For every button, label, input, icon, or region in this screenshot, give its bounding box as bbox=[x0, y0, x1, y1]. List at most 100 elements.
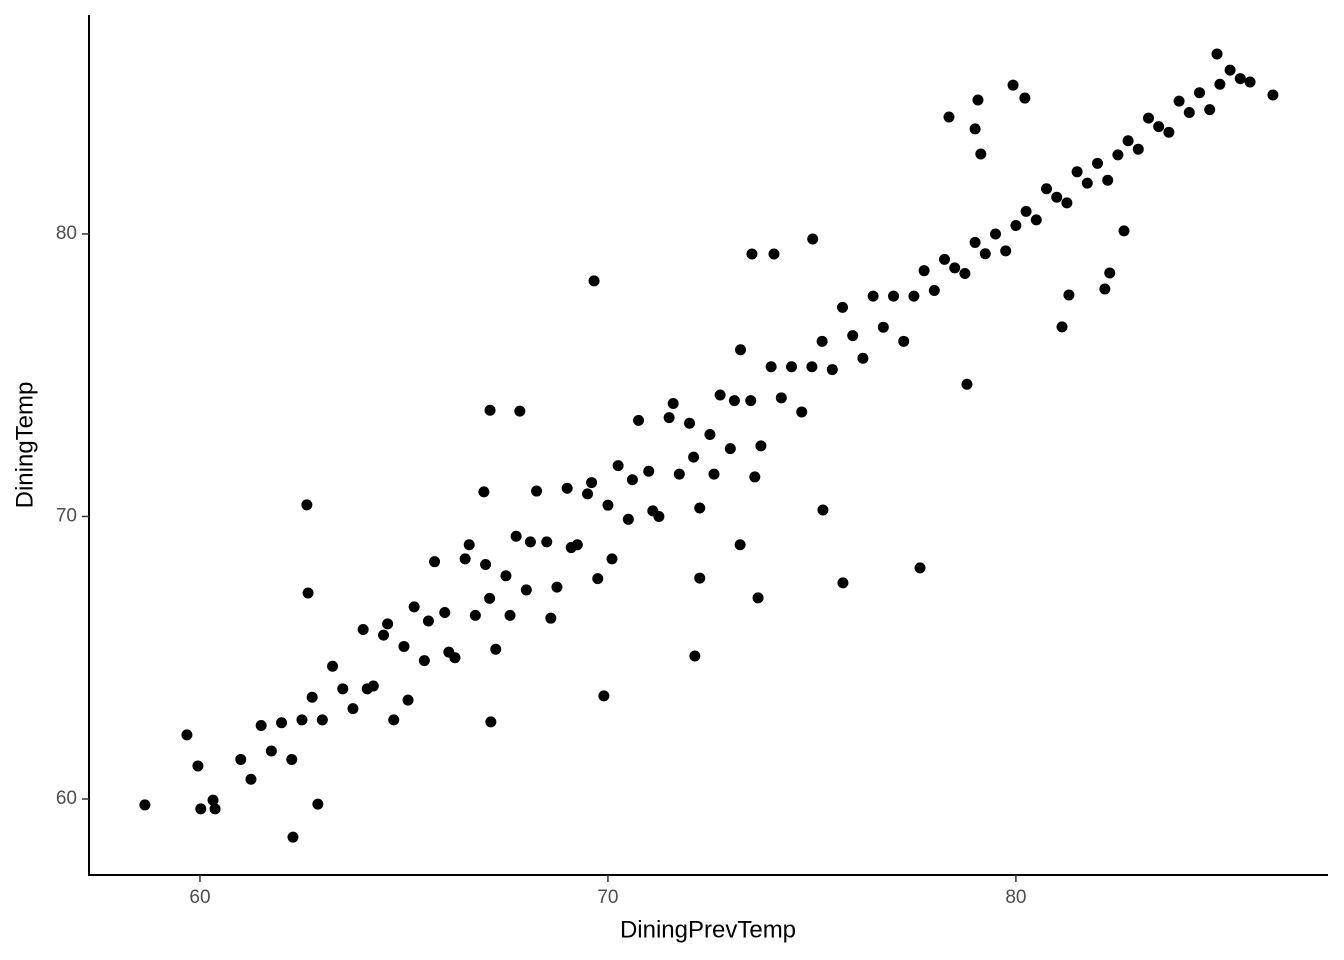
point bbox=[1056, 321, 1068, 333]
point bbox=[755, 440, 767, 452]
point bbox=[398, 640, 410, 652]
point bbox=[806, 361, 818, 373]
point bbox=[626, 474, 638, 486]
point bbox=[1244, 76, 1256, 88]
point bbox=[990, 228, 1002, 240]
point bbox=[1204, 104, 1216, 116]
point bbox=[316, 714, 328, 726]
point bbox=[684, 417, 696, 429]
point bbox=[192, 760, 204, 772]
point bbox=[734, 539, 746, 551]
point bbox=[949, 262, 961, 274]
point bbox=[463, 539, 475, 551]
point bbox=[689, 650, 701, 662]
point bbox=[961, 378, 973, 390]
point bbox=[724, 443, 736, 455]
point bbox=[1173, 95, 1185, 107]
point bbox=[752, 592, 764, 604]
point bbox=[531, 485, 543, 497]
point bbox=[1091, 157, 1103, 169]
point bbox=[1104, 267, 1116, 279]
point bbox=[1041, 183, 1053, 195]
point bbox=[422, 615, 434, 627]
point bbox=[265, 745, 277, 757]
point bbox=[959, 268, 971, 280]
point bbox=[469, 609, 481, 621]
point bbox=[1214, 78, 1226, 90]
point bbox=[490, 643, 502, 655]
point bbox=[139, 799, 151, 811]
point bbox=[867, 290, 879, 302]
point bbox=[1267, 89, 1279, 101]
point bbox=[1007, 79, 1019, 91]
point bbox=[796, 406, 808, 418]
point bbox=[1193, 87, 1205, 99]
point bbox=[704, 429, 716, 441]
point bbox=[918, 265, 930, 277]
point bbox=[837, 577, 849, 589]
point bbox=[969, 236, 981, 248]
point bbox=[551, 581, 563, 593]
point bbox=[1000, 245, 1012, 257]
point bbox=[312, 798, 324, 810]
point bbox=[382, 618, 394, 630]
point bbox=[1153, 121, 1165, 133]
point bbox=[817, 504, 829, 516]
point bbox=[943, 111, 955, 123]
point bbox=[443, 646, 455, 658]
point bbox=[598, 690, 610, 702]
y-tick-label: 60 bbox=[56, 788, 77, 809]
point bbox=[286, 753, 298, 765]
point bbox=[847, 330, 859, 342]
point bbox=[877, 321, 889, 333]
point bbox=[622, 513, 634, 525]
point bbox=[735, 344, 747, 356]
point bbox=[337, 683, 349, 695]
point bbox=[1122, 135, 1134, 147]
point bbox=[714, 389, 726, 401]
point bbox=[1071, 166, 1083, 178]
point bbox=[768, 248, 780, 260]
point bbox=[749, 471, 761, 483]
point bbox=[408, 601, 420, 613]
point bbox=[510, 530, 522, 542]
point bbox=[480, 559, 492, 571]
point bbox=[545, 612, 557, 624]
point bbox=[979, 248, 991, 260]
point bbox=[1118, 225, 1130, 237]
point bbox=[181, 729, 193, 741]
point bbox=[1132, 143, 1144, 155]
point bbox=[673, 468, 685, 480]
point bbox=[586, 477, 598, 489]
point bbox=[975, 148, 987, 160]
point bbox=[245, 773, 257, 785]
point bbox=[1183, 106, 1195, 118]
point bbox=[524, 536, 536, 548]
point bbox=[504, 609, 516, 621]
point bbox=[728, 395, 740, 407]
point bbox=[514, 405, 526, 417]
point bbox=[688, 451, 700, 463]
point bbox=[1051, 191, 1063, 203]
point bbox=[347, 703, 359, 715]
x-tick-label: 80 bbox=[1005, 887, 1026, 908]
point bbox=[378, 629, 390, 641]
point bbox=[418, 655, 430, 667]
point bbox=[1010, 219, 1022, 231]
y-tick-label: 80 bbox=[56, 223, 77, 244]
point bbox=[898, 335, 910, 347]
point bbox=[667, 397, 679, 409]
point bbox=[520, 584, 532, 596]
point bbox=[195, 803, 207, 815]
x-tick-label: 70 bbox=[597, 887, 618, 908]
point bbox=[914, 562, 926, 574]
point bbox=[429, 556, 441, 568]
point bbox=[612, 460, 624, 472]
point bbox=[361, 683, 373, 695]
point bbox=[478, 486, 490, 498]
point bbox=[327, 660, 339, 672]
point bbox=[287, 831, 299, 843]
point bbox=[857, 352, 869, 364]
